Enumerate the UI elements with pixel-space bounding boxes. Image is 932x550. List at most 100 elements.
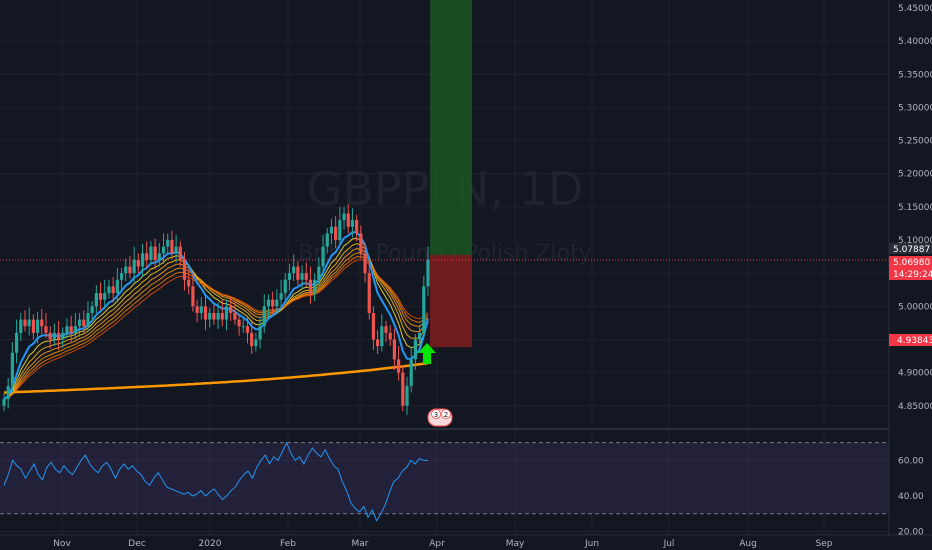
- candle-body: [250, 332, 254, 347]
- price-tick-label: 5.45000: [898, 4, 932, 14]
- candle-body: [77, 319, 82, 327]
- price-tick-label: 4.85000: [898, 402, 932, 412]
- candle-body: [161, 246, 166, 254]
- candle-body: [61, 332, 65, 340]
- candle-body: [115, 279, 119, 294]
- time-tick-label: Apr: [429, 539, 445, 549]
- candle-body: [31, 319, 35, 333]
- time-tick-label: Aug: [739, 539, 757, 549]
- candle-body: [413, 339, 418, 360]
- current-price-tag: [889, 256, 932, 280]
- candle-body: [300, 273, 304, 280]
- price-tick-label: 5.40000: [898, 37, 932, 47]
- candle-body: [182, 259, 187, 280]
- candle-body: [409, 359, 413, 386]
- candle-body: [367, 273, 371, 313]
- candle-body: [350, 220, 355, 227]
- candle-body: [338, 220, 342, 241]
- top-price-tag: [889, 243, 932, 254]
- candle-body: [145, 253, 149, 260]
- candle-body: [195, 306, 199, 313]
- candle-body: [308, 279, 313, 294]
- top-price-label: 5.07887: [893, 245, 930, 255]
- candle-body: [65, 326, 69, 333]
- candlestick-series: [2, 204, 430, 416]
- time-tick-label: Jul: [663, 539, 675, 549]
- price-tick-label: 5.35000: [898, 70, 932, 80]
- candle-body: [132, 259, 136, 274]
- candle-body: [82, 319, 86, 327]
- candle-body: [103, 293, 107, 300]
- candle-body: [329, 226, 334, 234]
- time-tick-label: Jun: [584, 539, 599, 549]
- candle-body: [23, 319, 27, 327]
- candle-body: [388, 332, 392, 340]
- candle-body: [128, 266, 132, 274]
- candle-body: [245, 326, 250, 333]
- price-tick-label: 5.00000: [898, 302, 932, 312]
- candle-body: [27, 319, 31, 327]
- candle-body: [422, 286, 426, 333]
- price-tags: 5.07887 5.06980 14:29:24 4.93843: [889, 243, 932, 346]
- ribbon-line: [3, 259, 429, 400]
- up-arrow-icon[interactable]: [418, 343, 436, 364]
- countdown-label: 14:29:24: [893, 270, 932, 280]
- candle-body: [10, 352, 14, 386]
- time-tick-label: Nov: [53, 539, 71, 549]
- candle-body: [426, 259, 430, 287]
- candle-body: [153, 246, 157, 260]
- candle-body: [283, 279, 287, 294]
- candle-body: [224, 306, 229, 320]
- event-badge-1-label: 3: [434, 411, 438, 419]
- event-badges[interactable]: 3 2: [427, 408, 453, 427]
- candle-body: [304, 273, 308, 280]
- price-tick-label: 5.10000: [898, 236, 932, 246]
- candle-body: [313, 279, 317, 294]
- candle-body: [376, 339, 380, 347]
- stop-price-label: 4.93843: [897, 336, 932, 346]
- candle-body: [119, 273, 124, 280]
- candle-body: [279, 293, 283, 300]
- candle-body: [355, 220, 359, 234]
- event-badge-1[interactable]: [431, 409, 441, 419]
- candle-body: [418, 332, 422, 340]
- candle-body: [212, 312, 216, 320]
- candle-body: [254, 339, 258, 347]
- ema-slow-line: [3, 361, 429, 394]
- time-axis[interactable]: Nov Dec 2020 Feb Mar Apr May Jun Jul Aug Sep: [53, 539, 833, 549]
- candle-body: [296, 266, 300, 280]
- candle-body: [107, 286, 111, 294]
- candle-body: [229, 306, 233, 313]
- candle-body: [321, 246, 325, 267]
- candle-body: [334, 226, 338, 241]
- candle-body: [2, 399, 6, 406]
- candle-body: [346, 213, 350, 227]
- candle-body: [140, 253, 145, 267]
- ribbon-line: [3, 243, 429, 400]
- candle-body: [220, 312, 224, 320]
- candle-body: [170, 240, 174, 254]
- candle-body: [262, 306, 266, 327]
- stop-price-tag: [889, 334, 932, 346]
- candle-body: [287, 273, 292, 280]
- rsi-line: [3, 441, 428, 522]
- stop-zone[interactable]: [430, 254, 472, 348]
- rsi-band: [0, 442, 889, 514]
- price-tick-label: 4.90000: [898, 369, 932, 379]
- time-tick-label: May: [506, 539, 525, 549]
- candle-body: [19, 319, 23, 333]
- target-zone[interactable]: [430, 0, 472, 255]
- candle-body: [44, 326, 48, 333]
- event-badge-2-label: 2: [444, 411, 448, 419]
- candle-body: [178, 246, 182, 260]
- candle-body: [40, 319, 44, 327]
- candle-body: [271, 299, 275, 307]
- rsi-axis[interactable]: 60.00 40.00 20.00: [898, 456, 924, 537]
- candle-body: [241, 326, 245, 328]
- rsi-tick-label: 20.00: [898, 527, 924, 537]
- candle-body: [359, 233, 363, 254]
- time-tick-label: 2020: [199, 539, 222, 549]
- event-badge-2[interactable]: [441, 409, 451, 419]
- ribbon-line: [3, 248, 429, 400]
